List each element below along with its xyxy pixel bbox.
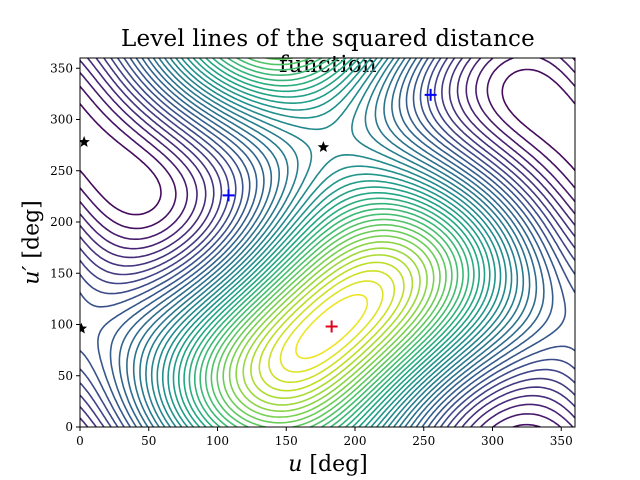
- contour-level: [204, 58, 459, 427]
- contour-level: [150, 58, 513, 427]
- star-marker-icon: [80, 136, 90, 147]
- y-axis-ticks: 0 50 100 150 200 250 300 350: [50, 61, 80, 434]
- contour-level: [228, 235, 435, 418]
- plus-marker-icon: [424, 88, 437, 101]
- x-axis-variable: u: [288, 452, 303, 477]
- contour-level: [80, 58, 575, 427]
- contour-level: [80, 58, 575, 427]
- plus-marker-icon: [222, 189, 235, 202]
- contour-level: [161, 58, 502, 427]
- contour-level: [109, 58, 554, 427]
- contour-level: [194, 58, 470, 427]
- x-tick-label: 0: [76, 434, 84, 448]
- plus-marker-icon: [325, 320, 338, 333]
- y-axis-variable: u′: [19, 265, 45, 285]
- contour-level: [188, 58, 475, 427]
- contour-level: [145, 58, 519, 427]
- y-tick-label: 100: [50, 318, 73, 332]
- contour-level: [222, 229, 441, 424]
- x-tick-label: 350: [550, 434, 573, 448]
- contour-level: [139, 58, 525, 427]
- y-axis-unit: [deg]: [19, 200, 45, 266]
- contour-level: [80, 58, 575, 427]
- x-tick-label: 150: [275, 434, 298, 448]
- y-tick-label: 50: [58, 369, 73, 383]
- contour-level: [97, 58, 567, 427]
- x-tick-label: 100: [206, 434, 229, 448]
- contour-level: [258, 261, 405, 392]
- y-tick-label: 200: [50, 215, 73, 229]
- contour-level: [156, 58, 507, 427]
- y-axis-label: u′ [deg]: [20, 153, 45, 333]
- y-tick-label: 300: [50, 113, 73, 127]
- contour-level: [242, 247, 421, 406]
- x-tick-label: 250: [412, 434, 435, 448]
- star-marker-icon: [80, 322, 88, 334]
- y-tick-label: 150: [50, 266, 73, 280]
- contour-lines: [80, 58, 575, 427]
- contour-level: [268, 270, 396, 383]
- y-tick-label: 250: [50, 164, 73, 178]
- contour-level: [80, 58, 575, 427]
- contour-level: [250, 254, 414, 399]
- x-tick-label: 300: [481, 434, 504, 448]
- x-tick-label: 50: [141, 434, 156, 448]
- markers: [80, 88, 437, 334]
- contour-level: [167, 58, 496, 427]
- contour-level: [118, 58, 545, 427]
- contour-level: [216, 58, 447, 427]
- plot-frame: [79, 57, 576, 428]
- star-marker-icon: [317, 141, 330, 153]
- x-tick-label: 200: [344, 434, 367, 448]
- x-axis-ticks: 0 50 100 150 200 250 300 350: [76, 427, 573, 448]
- contour-level: [183, 58, 480, 427]
- x-axis-label: u [deg]: [80, 452, 576, 477]
- contour-level: [172, 58, 491, 427]
- contour-level: [210, 58, 453, 427]
- x-axis-unit: [deg]: [302, 452, 368, 477]
- contour-level: [126, 58, 538, 427]
- y-tick-label: 350: [50, 61, 73, 75]
- contour-level: [80, 58, 575, 427]
- contour-level: [178, 58, 486, 427]
- contour-level: [80, 68, 575, 216]
- contour-level: [199, 58, 464, 427]
- y-tick-label: 0: [65, 420, 73, 434]
- contour-level: [235, 241, 428, 412]
- contour-level: [295, 293, 369, 360]
- contour-level: [80, 58, 575, 427]
- contour-level: [80, 58, 575, 427]
- contour-level: [279, 280, 384, 373]
- contour-level: [80, 58, 575, 427]
- contour-level: [132, 58, 531, 427]
- contour-level: [80, 58, 575, 427]
